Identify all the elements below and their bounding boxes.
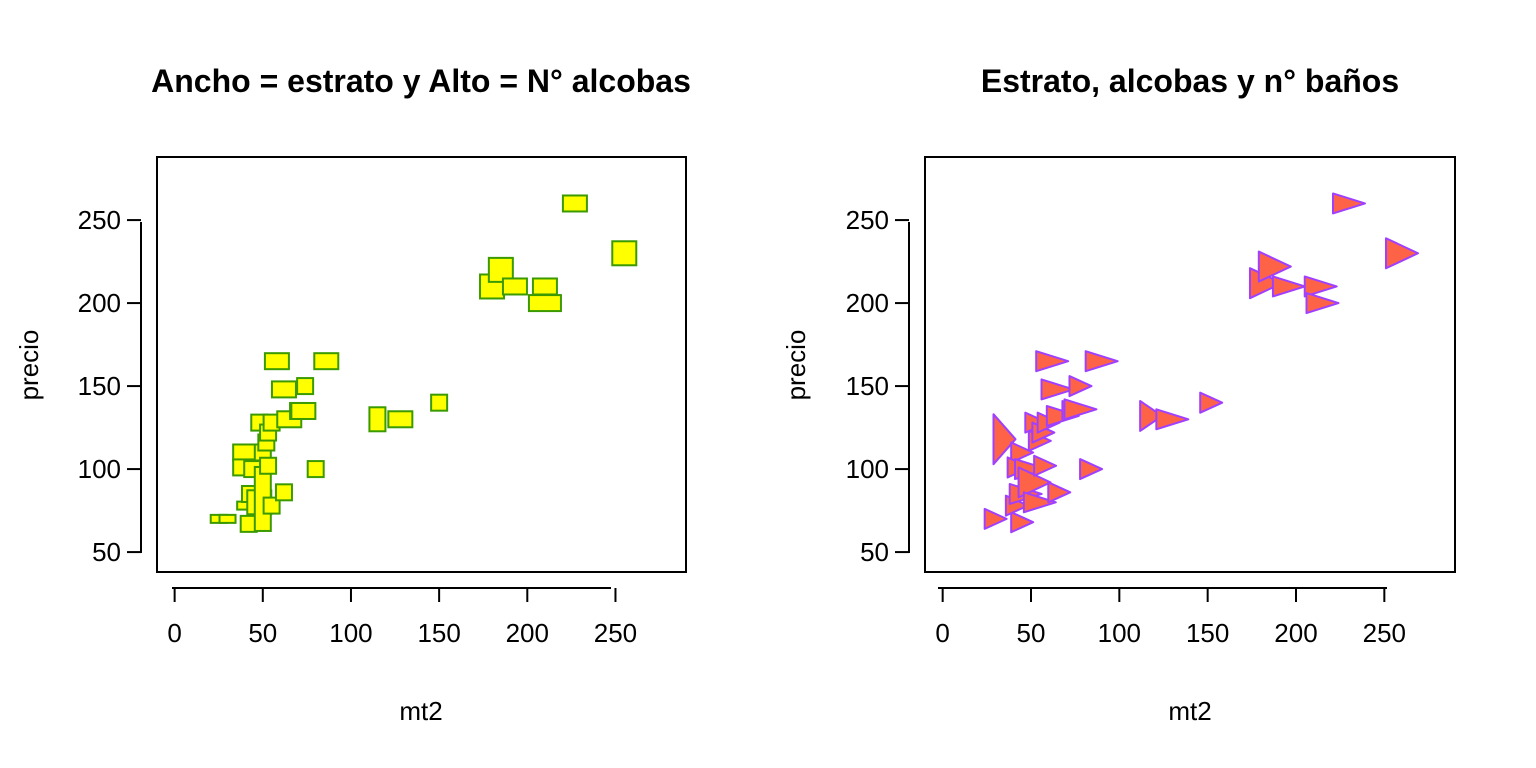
x-tick-label: 50 xyxy=(1017,618,1046,648)
data-point xyxy=(232,443,259,462)
data-point xyxy=(1271,275,1306,298)
y-tick-label: 150 xyxy=(78,371,121,401)
data-point xyxy=(1063,398,1098,421)
data-point xyxy=(1303,275,1338,298)
plot-frame xyxy=(924,156,1456,573)
data-point xyxy=(1035,350,1070,373)
x-ticks: 0 50 100 150 200 250 xyxy=(167,588,637,648)
x-tick-label: 200 xyxy=(1274,618,1317,648)
data-point xyxy=(274,483,293,502)
x-tick-label: 150 xyxy=(417,618,460,648)
data-point xyxy=(262,496,281,515)
data-point xyxy=(1022,491,1057,514)
data-point xyxy=(501,277,528,296)
x-axis-label: mt2 xyxy=(399,696,442,726)
data-point xyxy=(270,380,297,399)
data-point xyxy=(561,194,588,213)
x-tick-label: 200 xyxy=(506,618,549,648)
data-point xyxy=(1385,237,1419,270)
data-point xyxy=(1033,454,1058,477)
data-point xyxy=(983,507,1008,530)
scatter-panel-right: Estrato, alcobas y n° baños 0 50 100 150 200… xyxy=(781,63,1456,726)
data-point xyxy=(430,393,449,412)
data-point xyxy=(259,456,278,475)
y-tick-label: 200 xyxy=(78,288,121,318)
x-axis-label: mt2 xyxy=(1168,696,1211,726)
y-tick-label: 50 xyxy=(92,537,121,567)
y-tick-label: 50 xyxy=(860,537,889,567)
y-tick-label: 100 xyxy=(78,454,121,484)
data-point xyxy=(218,513,237,524)
plot-frame xyxy=(156,156,687,573)
data-point xyxy=(611,240,638,267)
y-tick-label: 150 xyxy=(846,371,889,401)
data-point xyxy=(306,460,325,479)
data-point xyxy=(527,294,562,313)
x-tick-label: 250 xyxy=(1363,618,1406,648)
data-point xyxy=(1199,391,1224,414)
y-tick-label: 250 xyxy=(78,205,121,235)
data-point xyxy=(1079,458,1104,481)
data-point xyxy=(1332,192,1366,215)
data-point xyxy=(296,377,315,396)
y-ticks: 50 100 150 200 250 xyxy=(78,205,141,567)
data-point xyxy=(1155,408,1190,431)
y-axis-label: precio xyxy=(14,330,44,401)
x-tick-label: 250 xyxy=(594,618,637,648)
x-tick-label: 50 xyxy=(248,618,277,648)
data-point xyxy=(1084,350,1119,373)
x-tick-label: 0 xyxy=(935,618,949,648)
data-points xyxy=(983,192,1419,534)
x-ticks: 0 50 100 150 200 250 xyxy=(935,588,1406,648)
x-tick-label: 100 xyxy=(329,618,372,648)
data-point xyxy=(992,413,1017,466)
data-point xyxy=(263,352,290,371)
data-point xyxy=(368,406,387,433)
data-point xyxy=(1010,441,1035,464)
data-point xyxy=(1139,399,1164,432)
y-tick-label: 250 xyxy=(846,205,889,235)
data-point xyxy=(1068,375,1093,398)
y-axis-label: precio xyxy=(781,330,811,401)
y-tick-label: 100 xyxy=(846,454,889,484)
data-point xyxy=(1047,481,1072,504)
data-points xyxy=(209,194,638,533)
data-point xyxy=(313,352,340,371)
data-point xyxy=(531,277,558,296)
data-point xyxy=(387,410,414,429)
chart-title: Estrato, alcobas y n° baños xyxy=(981,63,1399,99)
data-point xyxy=(1040,378,1075,401)
data-point xyxy=(290,401,317,420)
y-tick-label: 200 xyxy=(846,288,889,318)
scatter-panel-left: Ancho = estrato y Alto = N° alcobas 0 50 1… xyxy=(14,63,691,726)
data-point xyxy=(1257,250,1292,283)
data-point xyxy=(1010,511,1035,534)
x-tick-label: 100 xyxy=(1098,618,1141,648)
x-tick-label: 0 xyxy=(167,618,181,648)
chart-title: Ancho = estrato y Alto = N° alcobas xyxy=(151,63,691,99)
x-tick-label: 150 xyxy=(1186,618,1229,648)
y-ticks: 50 100 150 200 250 xyxy=(846,205,909,567)
data-point xyxy=(1305,292,1340,315)
